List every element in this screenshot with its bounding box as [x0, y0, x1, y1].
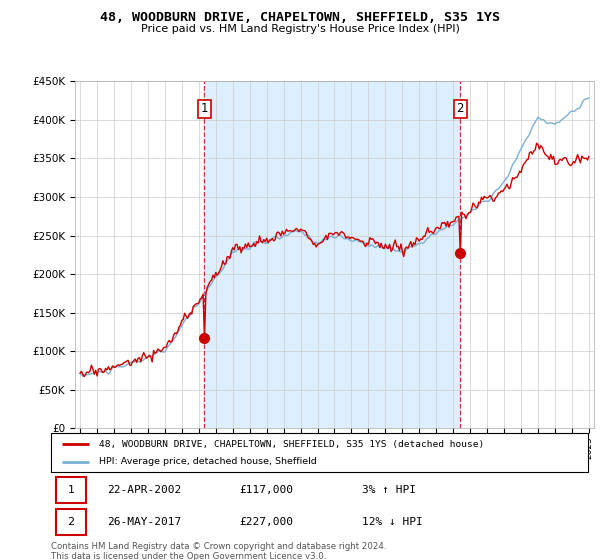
Text: 26-MAY-2017: 26-MAY-2017 [107, 517, 182, 527]
Text: 1: 1 [201, 102, 208, 115]
FancyBboxPatch shape [56, 477, 86, 503]
Text: £227,000: £227,000 [239, 517, 293, 527]
Text: 48, WOODBURN DRIVE, CHAPELTOWN, SHEFFIELD, S35 1YS: 48, WOODBURN DRIVE, CHAPELTOWN, SHEFFIEL… [100, 11, 500, 24]
Text: 2: 2 [67, 517, 74, 527]
FancyBboxPatch shape [56, 509, 86, 535]
Text: HPI: Average price, detached house, Sheffield: HPI: Average price, detached house, Shef… [100, 458, 317, 466]
Text: 1: 1 [67, 485, 74, 495]
Text: 22-APR-2002: 22-APR-2002 [107, 485, 182, 495]
Text: 12% ↓ HPI: 12% ↓ HPI [362, 517, 423, 527]
Bar [205, 81, 460, 428]
FancyBboxPatch shape [51, 433, 588, 472]
Text: 3% ↑ HPI: 3% ↑ HPI [362, 485, 416, 495]
Text: £117,000: £117,000 [239, 485, 293, 495]
Text: 2: 2 [457, 102, 464, 115]
Text: Contains HM Land Registry data © Crown copyright and database right 2024.
This d: Contains HM Land Registry data © Crown c… [51, 542, 386, 560]
Text: 48, WOODBURN DRIVE, CHAPELTOWN, SHEFFIELD, S35 1YS (detached house): 48, WOODBURN DRIVE, CHAPELTOWN, SHEFFIEL… [100, 440, 485, 449]
Text: Price paid vs. HM Land Registry's House Price Index (HPI): Price paid vs. HM Land Registry's House … [140, 24, 460, 34]
